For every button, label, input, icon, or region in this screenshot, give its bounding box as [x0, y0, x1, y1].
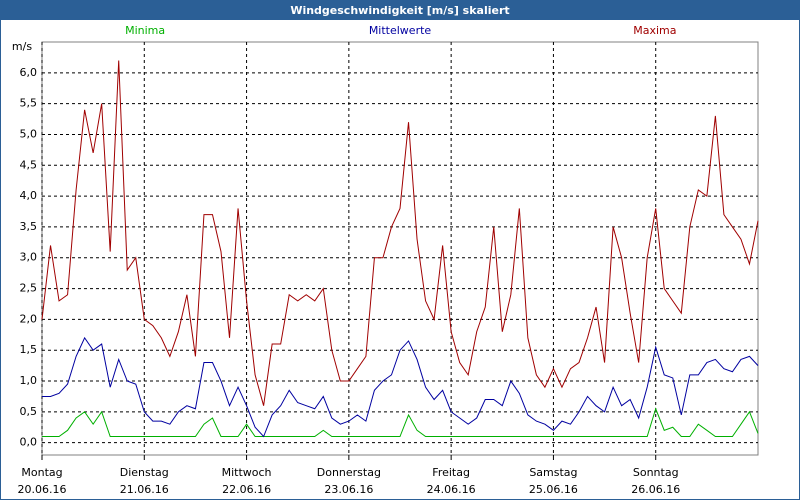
plot-area — [41, 41, 759, 456]
x-tick-label: Sonntag — [633, 466, 679, 479]
y-tick-label: 5,0 — [20, 127, 38, 140]
y-tick-label: 1,5 — [20, 343, 38, 356]
x-tick-date: 24.06.16 — [427, 483, 476, 496]
legend-entry: Maxima — [633, 24, 676, 37]
x-tick-date: 22.06.16 — [222, 483, 271, 496]
chart-title: Windgeschwindigkeit [m/s] skaliert — [290, 4, 509, 17]
x-tick-label: Freitag — [432, 466, 470, 479]
y-tick-label: 3,5 — [20, 220, 38, 233]
x-tick-date: 21.06.16 — [120, 483, 169, 496]
x-tick-label: Samstag — [529, 466, 577, 479]
x-tick-label: Montag — [21, 466, 62, 479]
legend-entry: Mittelwerte — [369, 24, 432, 37]
y-tick-label: 1,0 — [20, 374, 38, 387]
y-tick-label: 0,5 — [20, 405, 38, 418]
data-line — [42, 407, 759, 438]
data-line — [42, 336, 759, 438]
y-tick-label: 4,0 — [20, 189, 38, 202]
y-tick-label: 5,5 — [20, 97, 38, 110]
x-tick-label: Donnerstag — [317, 466, 381, 479]
y-tick-label: 3,0 — [20, 251, 38, 264]
x-tick-date: 26.06.16 — [631, 483, 680, 496]
x-tick-label: Dienstag — [120, 466, 169, 479]
title-bar — [0, 0, 800, 20]
y-tick-label: 4,5 — [20, 158, 38, 171]
y-tick-label: 2,0 — [20, 312, 38, 325]
data-line — [41, 60, 759, 406]
legend-entry: Minima — [125, 24, 165, 37]
y-tick-label: 6,0 — [20, 66, 38, 79]
y-axis-label: m/s — [12, 40, 32, 53]
x-tick-date: 23.06.16 — [324, 483, 373, 496]
x-tick-label: Mittwoch — [222, 466, 272, 479]
y-tick-label: 2,5 — [20, 282, 38, 295]
x-tick-date: 20.06.16 — [18, 483, 67, 496]
x-tick-date: 25.06.16 — [529, 483, 578, 496]
y-tick-label: 0,0 — [20, 436, 38, 449]
